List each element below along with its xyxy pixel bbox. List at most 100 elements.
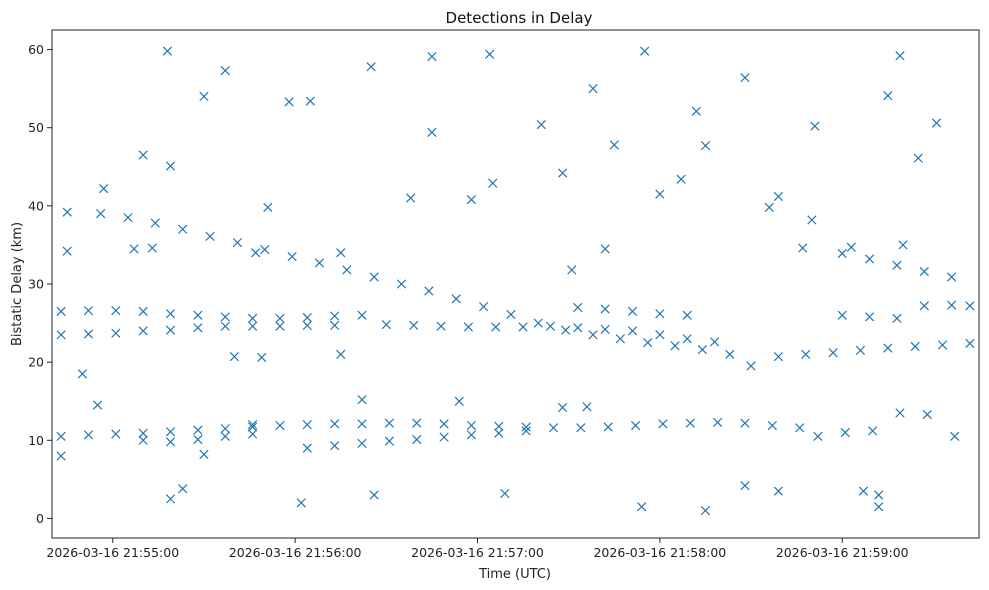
y-tick-label: 30 bbox=[28, 277, 44, 292]
data-point bbox=[56, 451, 66, 461]
data-point bbox=[561, 325, 571, 335]
data-point bbox=[488, 178, 498, 188]
data-point bbox=[147, 243, 157, 253]
y-tick-label: 40 bbox=[28, 198, 44, 213]
data-point bbox=[178, 224, 188, 234]
data-point bbox=[491, 322, 501, 332]
data-point bbox=[670, 341, 680, 351]
data-point bbox=[330, 419, 340, 429]
data-point bbox=[247, 420, 258, 430]
data-point bbox=[123, 212, 133, 223]
data-point bbox=[855, 345, 866, 356]
data-point bbox=[56, 330, 66, 340]
data-point bbox=[795, 423, 805, 433]
data-point bbox=[162, 46, 173, 56]
data-point bbox=[518, 322, 528, 332]
data-point bbox=[427, 127, 437, 138]
data-point bbox=[740, 73, 750, 83]
data-point bbox=[257, 352, 267, 363]
data-point bbox=[521, 426, 531, 436]
data-point bbox=[165, 325, 176, 335]
data-point bbox=[366, 62, 376, 72]
data-point bbox=[466, 420, 477, 431]
data-point bbox=[773, 191, 784, 202]
data-point bbox=[931, 118, 942, 128]
data-point bbox=[557, 402, 568, 413]
data-point bbox=[330, 311, 340, 321]
data-point bbox=[275, 313, 285, 324]
data-point bbox=[296, 498, 306, 508]
data-point bbox=[643, 337, 653, 348]
data-point bbox=[545, 321, 556, 331]
data-point bbox=[284, 97, 294, 107]
data-point bbox=[603, 422, 613, 432]
data-point bbox=[600, 304, 610, 314]
data-point bbox=[725, 349, 735, 359]
data-point bbox=[840, 427, 850, 438]
data-point bbox=[557, 168, 568, 178]
data-point bbox=[62, 246, 72, 256]
data-point bbox=[111, 305, 121, 316]
data-point bbox=[165, 494, 176, 504]
data-point bbox=[700, 141, 711, 151]
data-point bbox=[314, 258, 325, 268]
data-point bbox=[764, 202, 774, 213]
chart-title: Detections in Delay bbox=[446, 9, 593, 27]
data-point bbox=[287, 252, 297, 262]
data-point bbox=[229, 352, 239, 362]
data-point bbox=[260, 244, 270, 255]
data-point bbox=[700, 506, 711, 516]
data-point bbox=[220, 312, 230, 322]
data-point bbox=[220, 431, 230, 442]
data-point bbox=[846, 242, 856, 252]
y-axis-label: Bistatic Delay (km) bbox=[10, 222, 25, 346]
data-point bbox=[199, 449, 209, 459]
x-tick-label: 2026-03-16 21:55:00 bbox=[46, 545, 179, 560]
data-point bbox=[384, 436, 394, 446]
data-point bbox=[910, 341, 920, 352]
data-point bbox=[494, 421, 504, 431]
data-point bbox=[111, 328, 121, 338]
data-point bbox=[111, 429, 121, 439]
y-tick-label: 60 bbox=[28, 42, 44, 57]
data-point bbox=[965, 338, 975, 349]
data-point bbox=[655, 330, 665, 340]
data-point bbox=[573, 302, 583, 313]
data-point bbox=[533, 318, 543, 328]
data-point bbox=[712, 417, 723, 427]
x-tick-label: 2026-03-16 21:58:00 bbox=[593, 545, 726, 560]
data-point bbox=[83, 430, 94, 440]
data-point bbox=[263, 202, 273, 213]
data-point bbox=[676, 174, 686, 184]
data-point bbox=[205, 231, 215, 241]
data-point bbox=[573, 323, 583, 333]
data-point bbox=[709, 337, 720, 347]
data-point bbox=[615, 334, 625, 344]
data-point bbox=[506, 309, 516, 320]
data-point bbox=[62, 207, 72, 217]
data-point bbox=[892, 313, 902, 324]
data-point bbox=[965, 301, 975, 311]
data-point bbox=[883, 91, 893, 101]
data-point bbox=[77, 369, 88, 379]
data-point bbox=[485, 49, 495, 59]
data-point bbox=[922, 409, 932, 420]
x-tick-label: 2026-03-16 21:59:00 bbox=[776, 545, 909, 560]
data-point bbox=[837, 248, 847, 259]
data-point bbox=[275, 420, 285, 431]
data-point bbox=[138, 150, 148, 160]
y-tick-label: 10 bbox=[28, 433, 44, 448]
data-point bbox=[384, 418, 394, 428]
data-point bbox=[950, 431, 960, 442]
data-point bbox=[813, 431, 823, 442]
x-tick-label: 2026-03-16 21:57:00 bbox=[411, 545, 544, 560]
data-point bbox=[409, 320, 419, 331]
data-point bbox=[83, 305, 94, 316]
data-point bbox=[305, 96, 315, 106]
data-point bbox=[895, 408, 905, 418]
data-point bbox=[655, 309, 665, 319]
data-point bbox=[336, 248, 346, 258]
data-point bbox=[810, 121, 820, 131]
data-point bbox=[424, 286, 434, 296]
data-point bbox=[138, 435, 148, 445]
